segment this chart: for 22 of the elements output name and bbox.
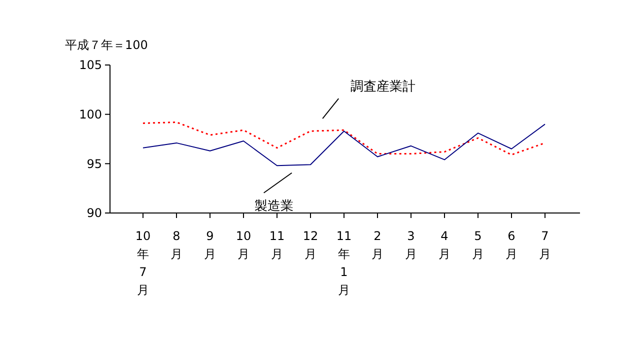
x-tick-label: 9月 [204,229,216,261]
x-tick-label: 8月 [170,229,182,261]
y-tick-label: 90 [86,206,102,220]
line-series [142,121,546,156]
x-tick-label: 11年1月 [336,229,352,297]
x-tick-label: 2月 [372,229,384,261]
x-tick-label: 5月 [472,229,484,261]
x-tick-label: 12月 [302,229,318,261]
x-tick-label: 4月 [438,229,450,261]
y-tick-label: 105 [79,58,102,72]
x-tick-label: 10月 [236,229,252,261]
x-tick-label: 10年7月 [135,229,151,297]
line-series [142,124,546,166]
y-tick-label: 95 [86,156,102,171]
y-tick-label: 100 [79,108,102,122]
x-tick-label: 6月 [506,229,518,261]
x-tick-label: 11月 [269,229,285,261]
y-axis-title: 平成７年＝100 [65,38,148,52]
text: 製造業 [254,198,294,214]
x-tick-label: 3月 [405,229,417,261]
text: 調査産業計 [350,78,416,95]
x-tick-label: 7月 [539,229,551,261]
